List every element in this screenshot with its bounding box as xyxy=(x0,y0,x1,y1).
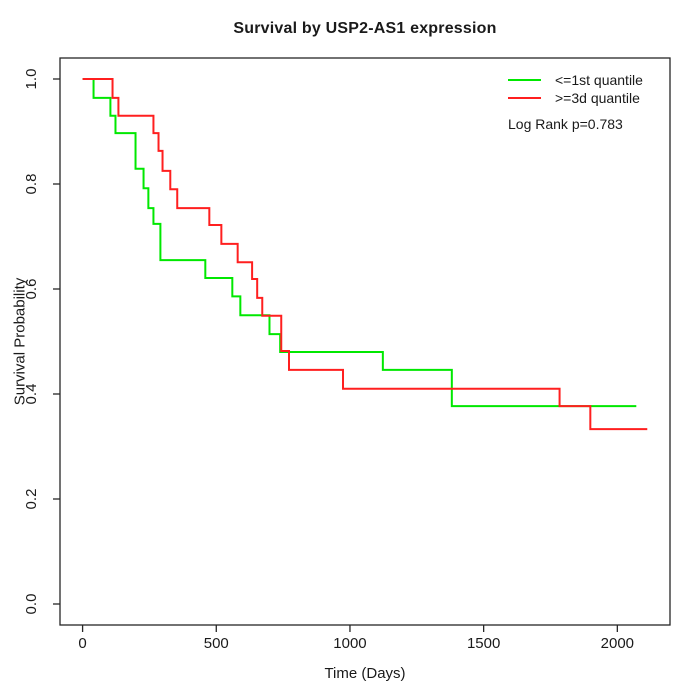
legend-item-third-quantile: >=3d quantile xyxy=(508,89,643,107)
survival-curves xyxy=(82,78,648,431)
logrank-annotation: Log Rank p=0.783 xyxy=(508,116,623,132)
svg-text:0.0: 0.0 xyxy=(23,594,40,615)
svg-text:0.2: 0.2 xyxy=(23,489,40,510)
svg-text:0.8: 0.8 xyxy=(23,174,40,195)
svg-text:1000: 1000 xyxy=(333,635,366,652)
svg-text:2000: 2000 xyxy=(601,635,634,652)
legend-label-first-quantile: <=1st quantile xyxy=(555,72,643,88)
legend-line-green xyxy=(508,79,541,81)
x-axis-label: Time (Days) xyxy=(324,665,406,682)
legend: <=1st quantile >=3d quantile xyxy=(508,71,643,107)
y-axis-label: Survival Probability xyxy=(11,277,29,406)
svg-text:0.6: 0.6 xyxy=(23,279,40,300)
svg-text:0.4: 0.4 xyxy=(23,384,40,405)
plot-axes: 0 500 1000 1500 2000 0.0 0.2 0.4 0.6 0.8 1.0 xyxy=(23,57,671,652)
legend-label-third-quantile: >=3d quantile xyxy=(555,90,640,106)
legend-item-first-quantile: <=1st quantile xyxy=(508,71,643,89)
svg-text:0: 0 xyxy=(78,635,86,652)
svg-text:500: 500 xyxy=(204,635,229,652)
legend-line-red xyxy=(508,97,541,99)
chart-title: Survival by USP2-AS1 expression xyxy=(233,20,497,37)
svg-text:1500: 1500 xyxy=(467,635,500,652)
svg-text:1.0: 1.0 xyxy=(23,69,40,90)
